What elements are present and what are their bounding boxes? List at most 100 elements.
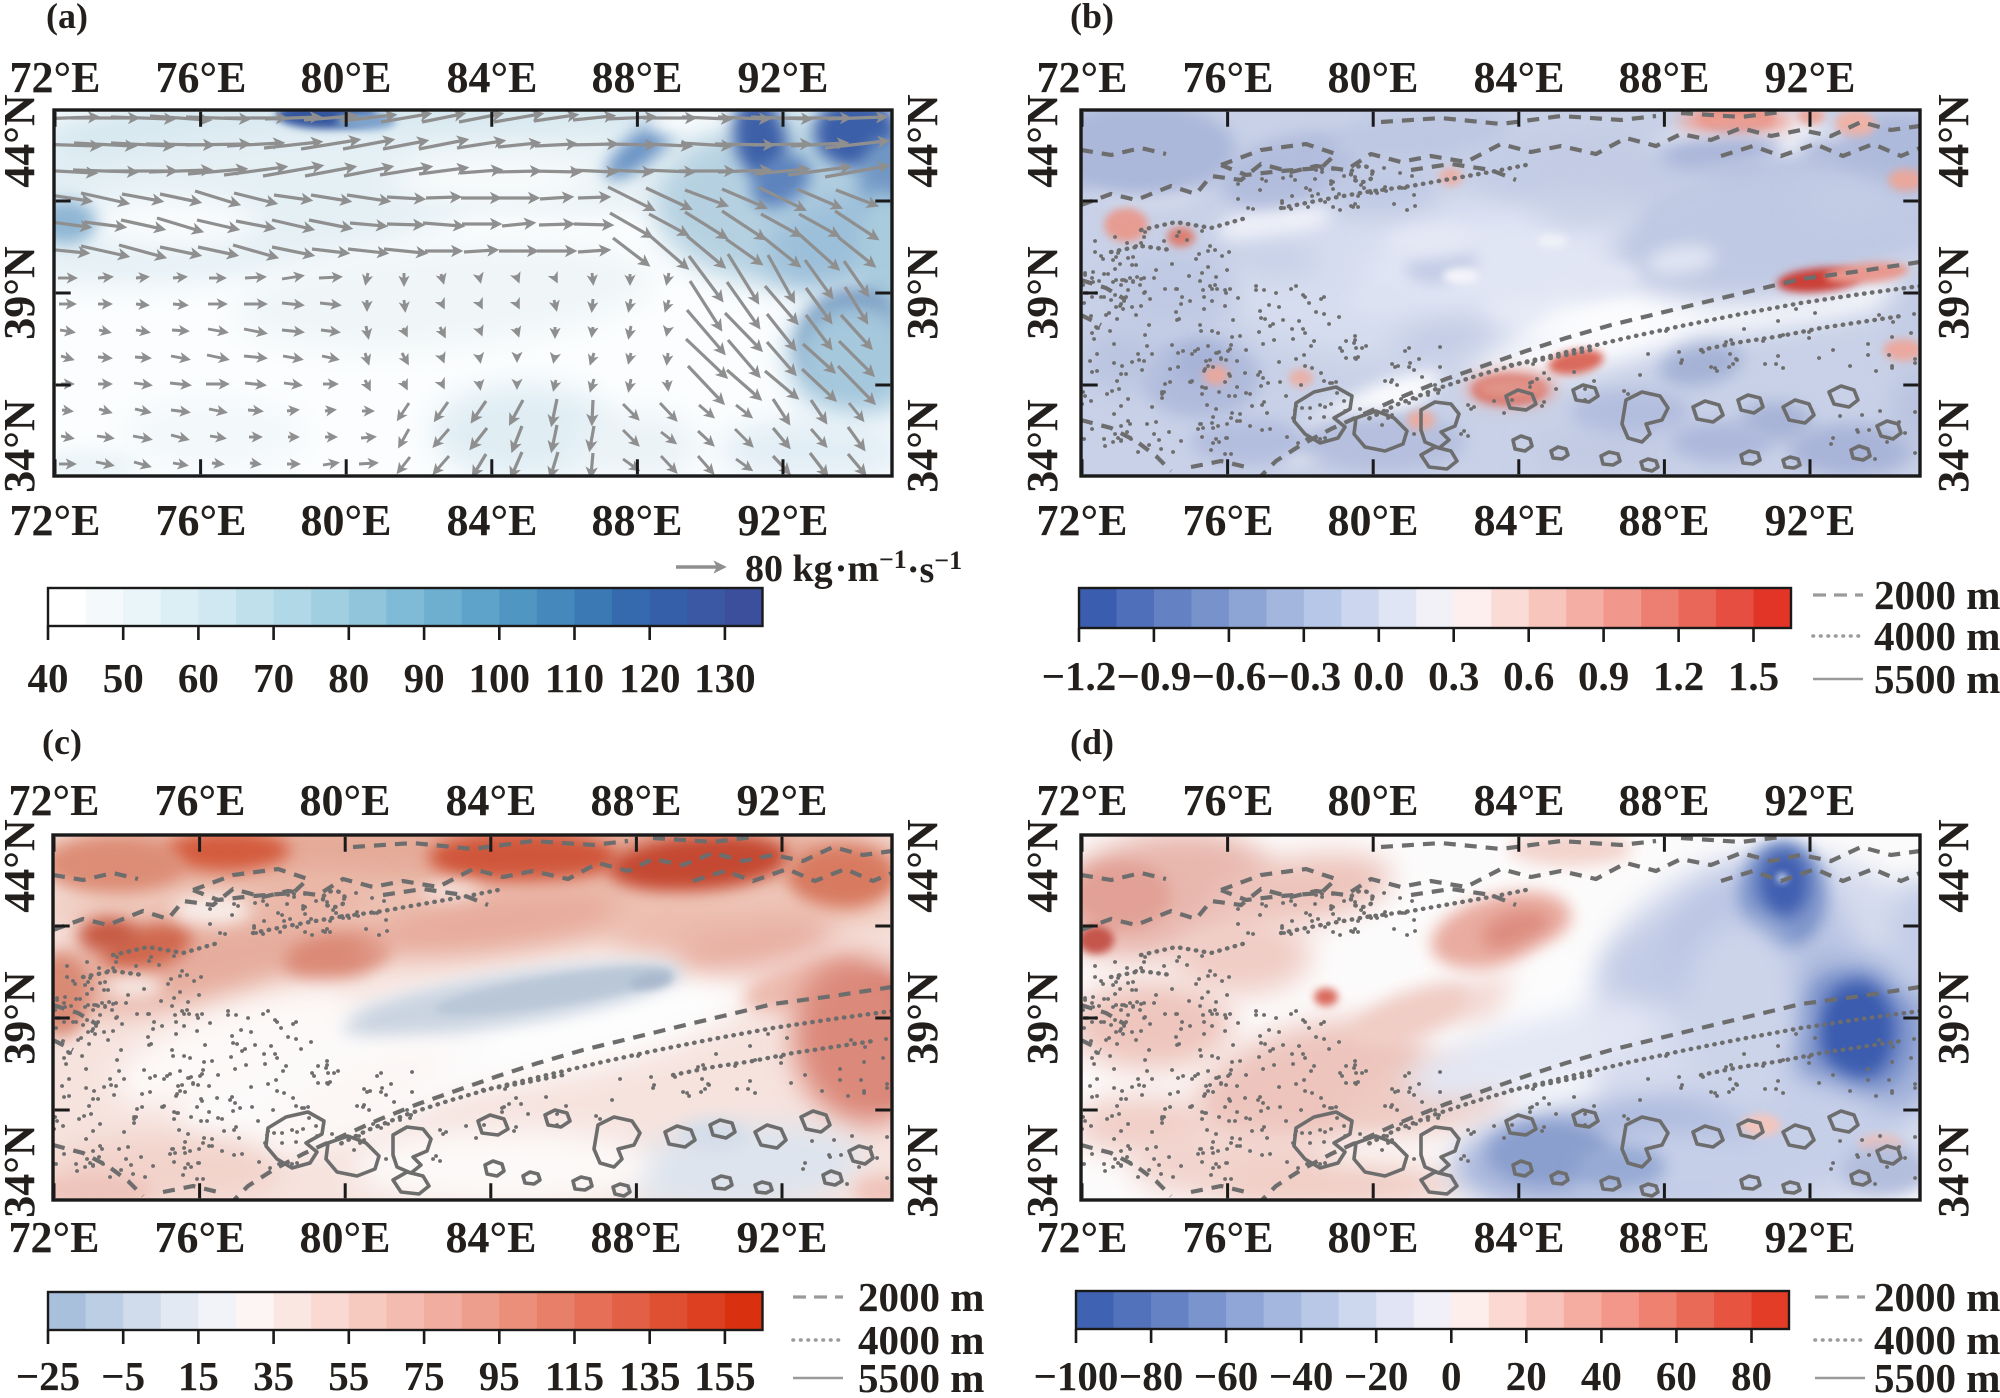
svg-text:84°E: 84°E — [1474, 496, 1565, 545]
svg-text:88°E: 88°E — [1619, 1213, 1710, 1262]
svg-text:60: 60 — [178, 655, 219, 701]
svg-text:80°E: 80°E — [1328, 776, 1419, 825]
svg-text:44°N: 44°N — [1929, 94, 1978, 188]
svg-text:5500 m: 5500 m — [1874, 656, 2000, 702]
svg-text:35: 35 — [253, 1353, 294, 1393]
svg-text:76°E: 76°E — [156, 53, 247, 102]
svg-text:40: 40 — [1581, 1353, 1622, 1393]
svg-text:72°E: 72°E — [1037, 496, 1128, 545]
svg-text:40: 40 — [28, 655, 69, 701]
svg-text:80°E: 80°E — [300, 776, 391, 825]
svg-text:88°E: 88°E — [1619, 776, 1710, 825]
svg-text:72°E: 72°E — [1037, 776, 1128, 825]
svg-text:80: 80 — [328, 655, 369, 701]
svg-text:34°N: 34°N — [898, 399, 947, 493]
svg-text:80 kg·m−1·s−1: 80 kg·m−1·s−1 — [745, 545, 962, 591]
svg-text:130: 130 — [694, 655, 756, 701]
svg-text:−0.3: −0.3 — [1266, 653, 1341, 699]
svg-text:−100: −100 — [1034, 1353, 1119, 1393]
svg-text:76°E: 76°E — [156, 496, 247, 545]
svg-text:72°E: 72°E — [10, 496, 101, 545]
svg-text:−0.6: −0.6 — [1192, 653, 1267, 699]
svg-text:72°E: 72°E — [1037, 1213, 1128, 1262]
svg-text:120: 120 — [619, 655, 681, 701]
svg-text:80°E: 80°E — [301, 53, 392, 102]
svg-text:84°E: 84°E — [1474, 53, 1565, 102]
svg-text:34°N: 34°N — [0, 399, 44, 493]
svg-text:76°E: 76°E — [1183, 1213, 1274, 1262]
svg-text:39°N: 39°N — [1018, 971, 1067, 1065]
svg-text:70: 70 — [253, 655, 294, 701]
svg-text:84°E: 84°E — [447, 53, 538, 102]
svg-text:72°E: 72°E — [1037, 53, 1128, 102]
svg-text:72°E: 72°E — [9, 1213, 100, 1262]
svg-text:155: 155 — [694, 1353, 756, 1393]
svg-text:15: 15 — [178, 1353, 219, 1393]
svg-text:−0.9: −0.9 — [1117, 653, 1192, 699]
svg-text:92°E: 92°E — [738, 53, 829, 102]
svg-text:72°E: 72°E — [9, 776, 100, 825]
svg-text:4000 m: 4000 m — [1874, 613, 2000, 659]
svg-text:2000 m: 2000 m — [858, 1274, 984, 1320]
svg-text:−5: −5 — [101, 1353, 145, 1393]
svg-text:0.9: 0.9 — [1578, 653, 1629, 699]
svg-text:0.0: 0.0 — [1353, 653, 1404, 699]
svg-text:1.2: 1.2 — [1653, 653, 1704, 699]
svg-text:0.6: 0.6 — [1503, 653, 1554, 699]
svg-text:88°E: 88°E — [591, 1213, 682, 1262]
svg-text:44°N: 44°N — [0, 94, 44, 188]
svg-text:88°E: 88°E — [1619, 53, 1710, 102]
svg-text:4000 m: 4000 m — [1874, 1317, 2000, 1363]
svg-text:34°N: 34°N — [1929, 399, 1978, 493]
svg-text:39°N: 39°N — [0, 246, 44, 340]
svg-text:(b): (b) — [1070, 0, 1114, 36]
svg-text:0: 0 — [1441, 1353, 1462, 1393]
svg-text:44°N: 44°N — [0, 819, 44, 913]
svg-text:60: 60 — [1656, 1353, 1697, 1393]
svg-text:72°E: 72°E — [10, 53, 101, 102]
svg-text:4000 m: 4000 m — [858, 1317, 984, 1363]
svg-text:84°E: 84°E — [1474, 1213, 1565, 1262]
svg-text:92°E: 92°E — [1765, 496, 1856, 545]
svg-text:34°N: 34°N — [1018, 1124, 1067, 1218]
svg-text:5500 m: 5500 m — [1874, 1355, 2000, 1393]
svg-text:76°E: 76°E — [155, 776, 246, 825]
svg-text:92°E: 92°E — [1765, 53, 1856, 102]
svg-text:34°N: 34°N — [898, 1124, 947, 1218]
svg-text:84°E: 84°E — [447, 496, 538, 545]
svg-text:−40: −40 — [1269, 1353, 1333, 1393]
svg-text:95: 95 — [479, 1353, 520, 1393]
svg-text:84°E: 84°E — [446, 1213, 537, 1262]
svg-text:−60: −60 — [1194, 1353, 1258, 1393]
svg-text:39°N: 39°N — [0, 971, 44, 1065]
svg-text:34°N: 34°N — [1018, 399, 1067, 493]
svg-text:88°E: 88°E — [1619, 496, 1710, 545]
svg-text:75: 75 — [404, 1353, 445, 1393]
svg-text:80°E: 80°E — [300, 1213, 391, 1262]
svg-text:76°E: 76°E — [1183, 496, 1274, 545]
svg-text:84°E: 84°E — [1474, 776, 1565, 825]
svg-text:135: 135 — [619, 1353, 681, 1393]
svg-text:(d): (d) — [1070, 722, 1114, 762]
svg-text:115: 115 — [545, 1353, 604, 1393]
svg-text:44°N: 44°N — [898, 819, 947, 913]
svg-text:88°E: 88°E — [591, 776, 682, 825]
svg-text:44°N: 44°N — [1018, 819, 1067, 913]
svg-text:5500 m: 5500 m — [858, 1355, 984, 1393]
svg-text:90: 90 — [404, 655, 445, 701]
svg-text:92°E: 92°E — [738, 496, 829, 545]
svg-text:0.3: 0.3 — [1428, 653, 1479, 699]
svg-text:−1.2: −1.2 — [1042, 653, 1117, 699]
svg-text:92°E: 92°E — [1765, 1213, 1856, 1262]
svg-text:39°N: 39°N — [1929, 246, 1978, 340]
svg-text:100: 100 — [469, 655, 531, 701]
svg-text:20: 20 — [1506, 1353, 1547, 1393]
svg-text:44°N: 44°N — [898, 94, 947, 188]
svg-text:1.5: 1.5 — [1728, 653, 1779, 699]
svg-text:44°N: 44°N — [1018, 94, 1067, 188]
svg-text:88°E: 88°E — [592, 53, 683, 102]
svg-text:92°E: 92°E — [737, 776, 828, 825]
svg-text:34°N: 34°N — [1929, 1124, 1978, 1218]
svg-text:50: 50 — [103, 655, 144, 701]
svg-text:−20: −20 — [1344, 1353, 1408, 1393]
